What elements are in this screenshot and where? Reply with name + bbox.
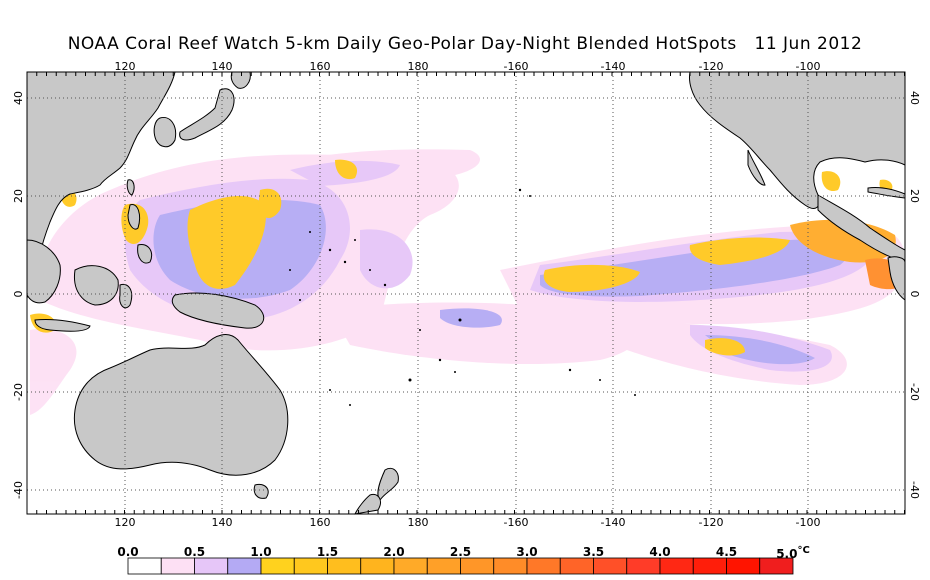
colorbar-swatch — [593, 557, 628, 575]
lat-label-right: 40 — [908, 91, 921, 105]
colorbar-swatch — [426, 557, 461, 575]
land-nz-south — [354, 493, 381, 515]
lat-label-left: 40 — [12, 91, 25, 105]
colorbar-swatch — [194, 557, 229, 575]
colorbar-swatch — [460, 557, 495, 575]
lat-label-right: 20 — [908, 189, 921, 203]
lon-label-top: 180 — [408, 60, 429, 73]
lon-label-top: -120 — [699, 60, 724, 73]
lon-label-top: 140 — [212, 60, 233, 73]
graticule — [27, 72, 905, 514]
hotspot-pink-southwest — [30, 329, 77, 415]
colorbar-swatch — [160, 557, 195, 575]
colorbar-label: 1.5 — [316, 545, 339, 559]
colorbar-swatch — [493, 557, 528, 575]
colorbar-label: 3.0 — [516, 545, 538, 559]
colorbar-label: 2.5 — [449, 545, 472, 559]
colorbar-swatch — [526, 557, 561, 575]
colorbar-label: 2.0 — [383, 545, 405, 559]
land-nz-north — [377, 467, 399, 501]
land-baja — [747, 149, 766, 186]
lon-label-top: -160 — [504, 60, 529, 73]
colorbar-label: 4.0 — [649, 545, 671, 559]
colorbar-swatch — [692, 557, 727, 575]
lon-label-bottom: -160 — [504, 516, 529, 529]
land-new-guinea — [171, 292, 265, 329]
lon-label-bottom: 120 — [115, 516, 136, 529]
colorbar-swatch — [127, 557, 162, 575]
colorbar-swatch — [626, 557, 661, 575]
land-java — [34, 319, 91, 332]
lon-label-top: -140 — [601, 60, 626, 73]
colorbar-swatch — [227, 557, 262, 575]
colorbar-swatch — [360, 557, 395, 575]
land-luzon — [127, 204, 141, 230]
land-tasmania — [253, 483, 269, 499]
hotspot-yellow-equatorial-east2 — [689, 237, 790, 265]
axis-labels: 120 140 160 180 -160 -140 -120 -100 120 … — [12, 60, 921, 529]
lat-label-right: -20 — [908, 383, 921, 401]
lat-label-right: 0 — [908, 291, 921, 298]
colorbar-label: 4.5 — [715, 545, 738, 559]
lat-label-left: 20 — [12, 189, 25, 203]
colorbar-label: 1.0 — [250, 545, 272, 559]
colorbar-swatch — [293, 557, 328, 575]
tick-marks — [26, 72, 905, 514]
colorbar — [127, 557, 794, 575]
land-masses — [26, 71, 906, 515]
colorbar-swatch — [327, 557, 362, 575]
hotspot-yellow-gulf — [821, 171, 841, 192]
land-taiwan — [126, 179, 135, 196]
colorbar-swatch — [559, 557, 594, 575]
colorbar-unit: °C — [797, 545, 810, 556]
colorbar-label: 3.5 — [582, 545, 605, 559]
lon-label-bottom: -140 — [601, 516, 626, 529]
land-japan — [179, 88, 235, 141]
lat-label-left: -20 — [12, 383, 25, 401]
map-title: NOAA Coral Reef Watch 5-km Daily Geo-Pol… — [67, 34, 863, 54]
colorbar-swatch — [759, 557, 794, 575]
hotspot-yellow-se — [705, 338, 745, 356]
land-hokkaido — [230, 71, 251, 89]
lat-label-left: 0 — [12, 291, 25, 298]
land-korea — [153, 116, 177, 148]
hotspot-purple-sc — [440, 308, 502, 328]
hotspot-areas — [30, 149, 905, 415]
lon-label-bottom: -120 — [699, 516, 724, 529]
lon-label-bottom: 140 — [212, 516, 233, 529]
lon-label-bottom: 180 — [408, 516, 429, 529]
colorbar-label: 5.0°C — [776, 545, 810, 561]
land-north-america — [689, 71, 906, 209]
lon-label-top: 160 — [310, 60, 331, 73]
land-indochina — [26, 239, 61, 304]
colorbar-swatch — [726, 557, 761, 575]
land-sulawesi — [119, 283, 133, 309]
islands — [289, 188, 636, 406]
hotspot-yellow-north — [335, 159, 358, 180]
colorbar-swatch — [659, 557, 694, 575]
lat-label-left: -40 — [12, 481, 25, 499]
land-australia — [73, 334, 289, 476]
colorbar-swatch — [260, 557, 295, 575]
lon-label-bottom: -100 — [796, 516, 821, 529]
colorbar-swatch — [393, 557, 428, 575]
lon-label-top: 120 — [115, 60, 136, 73]
lon-label-bottom: 160 — [310, 516, 331, 529]
lat-label-right: -40 — [908, 481, 921, 499]
colorbar-label: 0.5 — [183, 545, 206, 559]
hotspot-lavender-central — [360, 229, 413, 289]
lon-label-top: -100 — [796, 60, 821, 73]
hotspot-yellow-equatorial-east — [543, 264, 640, 292]
colorbar-label: 0.0 — [117, 545, 139, 559]
hotspot-yellow-philippine-sea — [187, 195, 266, 289]
land-mindanao — [137, 243, 153, 264]
hotspot-pink-south-central — [330, 302, 637, 365]
